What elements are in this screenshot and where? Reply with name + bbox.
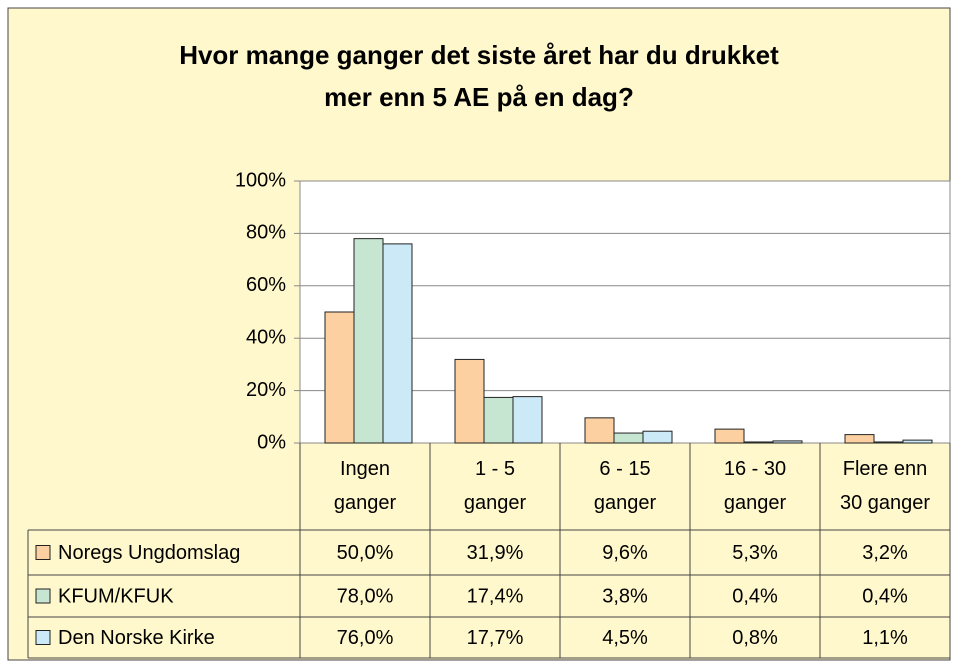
bar [902, 439, 933, 444]
x-tick-label: Ingen ganger [333, 458, 397, 514]
legend-label: Noregs Ungdomslag [58, 542, 240, 564]
table-value: 9,6% [602, 542, 648, 564]
bar [714, 428, 745, 444]
y-tick-label: 80% [246, 222, 286, 244]
table-value: 4,5% [602, 627, 648, 649]
bar [642, 430, 673, 444]
bar [873, 441, 904, 444]
bar [454, 358, 485, 444]
y-tick-label: 40% [246, 326, 286, 348]
bar [584, 417, 615, 444]
x-tick-label: 6 - 15 ganger [593, 458, 657, 514]
table-value: 31,9% [467, 542, 524, 564]
bar [613, 432, 644, 444]
table-value: 0,8% [732, 627, 778, 649]
legend-label: Den Norske Kirke [58, 627, 215, 649]
bar [324, 311, 355, 444]
bar [382, 243, 413, 444]
x-tick-label: Flere enn 30 ganger [839, 458, 931, 514]
bar [512, 396, 543, 444]
bar [844, 434, 875, 444]
y-tick-label: 100% [235, 169, 286, 191]
table-value: 1,1% [862, 627, 908, 649]
table-value: 3,8% [602, 585, 648, 607]
table-value: 76,0% [337, 627, 394, 649]
table-value: 0,4% [732, 585, 778, 607]
table-value: 50,0% [337, 542, 394, 564]
table-value: 17,7% [467, 627, 524, 649]
legend-swatch [35, 630, 51, 645]
y-tick-label: 0% [257, 431, 286, 453]
legend-swatch [35, 588, 51, 604]
x-tick-label: 1 - 5 ganger [463, 458, 527, 514]
legend-label: KFUM/KFUK [58, 585, 174, 607]
bar [353, 238, 384, 444]
table-value: 17,4% [467, 585, 524, 607]
bar [743, 441, 774, 444]
y-tick-label: 60% [246, 274, 286, 296]
table-value: 78,0% [337, 585, 394, 607]
bar [483, 396, 514, 444]
table-value: 5,3% [732, 542, 778, 564]
bar [772, 440, 803, 444]
table-value: 3,2% [862, 542, 908, 564]
legend-swatch [35, 545, 51, 560]
y-tick-label: 20% [246, 379, 286, 401]
chart-title: Hvor mange ganger det siste året har du … [179, 40, 779, 112]
table-value: 0,4% [862, 585, 908, 607]
x-tick-label: 16 - 30 ganger [723, 458, 787, 514]
